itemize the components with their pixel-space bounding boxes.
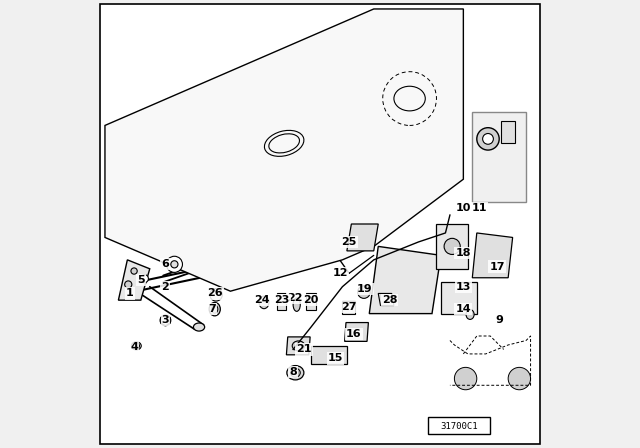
Text: 31700C1: 31700C1: [440, 422, 477, 431]
Text: 1: 1: [125, 289, 134, 298]
Text: 12: 12: [332, 268, 348, 278]
Text: 4: 4: [130, 342, 138, 352]
Text: 19: 19: [357, 284, 372, 294]
Polygon shape: [118, 260, 150, 300]
Polygon shape: [369, 246, 441, 314]
Circle shape: [210, 289, 222, 301]
Polygon shape: [436, 224, 468, 269]
Text: 17: 17: [489, 262, 505, 271]
Text: 9: 9: [495, 315, 503, 325]
Text: 20: 20: [303, 295, 319, 305]
Ellipse shape: [212, 305, 218, 313]
Ellipse shape: [264, 130, 304, 156]
Text: 2: 2: [161, 282, 170, 292]
Circle shape: [483, 134, 493, 144]
Circle shape: [166, 256, 182, 272]
Text: 27: 27: [341, 302, 357, 312]
Ellipse shape: [291, 368, 300, 377]
Polygon shape: [378, 293, 394, 306]
Polygon shape: [278, 293, 287, 310]
Polygon shape: [502, 121, 515, 143]
Circle shape: [508, 367, 531, 390]
Text: 16: 16: [346, 329, 362, 339]
Text: 5: 5: [137, 275, 145, 285]
Text: 28: 28: [381, 295, 397, 305]
Ellipse shape: [269, 134, 300, 153]
Ellipse shape: [293, 298, 300, 311]
Text: 13: 13: [456, 282, 471, 292]
Text: 10: 10: [456, 203, 471, 213]
Text: 6: 6: [161, 259, 170, 269]
Circle shape: [140, 275, 148, 283]
Ellipse shape: [292, 341, 305, 351]
Circle shape: [358, 286, 370, 298]
Text: 18: 18: [456, 248, 471, 258]
Circle shape: [133, 343, 140, 349]
Polygon shape: [105, 9, 463, 291]
Text: 26: 26: [207, 289, 223, 298]
Text: 24: 24: [254, 295, 269, 305]
Polygon shape: [345, 323, 369, 341]
Text: 23: 23: [274, 295, 290, 305]
Circle shape: [171, 261, 178, 268]
Polygon shape: [306, 293, 316, 310]
FancyBboxPatch shape: [428, 417, 490, 434]
Circle shape: [454, 367, 477, 390]
Ellipse shape: [259, 296, 269, 309]
Ellipse shape: [394, 86, 425, 111]
Polygon shape: [347, 224, 378, 251]
Text: 8: 8: [289, 367, 297, 377]
Polygon shape: [472, 233, 513, 278]
Polygon shape: [342, 301, 355, 314]
Polygon shape: [287, 337, 310, 355]
Text: 15: 15: [328, 353, 344, 363]
Circle shape: [444, 238, 460, 254]
Polygon shape: [311, 346, 347, 364]
Polygon shape: [161, 315, 170, 326]
Circle shape: [160, 315, 171, 326]
Text: 22: 22: [287, 293, 303, 303]
Ellipse shape: [466, 310, 474, 319]
Text: 11: 11: [471, 203, 487, 213]
Polygon shape: [472, 112, 526, 202]
Polygon shape: [441, 282, 477, 314]
Ellipse shape: [287, 366, 304, 380]
Text: 3: 3: [162, 315, 169, 325]
Text: 25: 25: [341, 237, 357, 247]
Text: 14: 14: [456, 304, 471, 314]
Text: 21: 21: [296, 345, 312, 354]
Ellipse shape: [193, 323, 205, 331]
Ellipse shape: [131, 342, 141, 350]
Circle shape: [131, 268, 137, 274]
Text: 7: 7: [209, 304, 216, 314]
Circle shape: [125, 281, 132, 288]
Ellipse shape: [209, 302, 220, 316]
Circle shape: [477, 128, 499, 150]
